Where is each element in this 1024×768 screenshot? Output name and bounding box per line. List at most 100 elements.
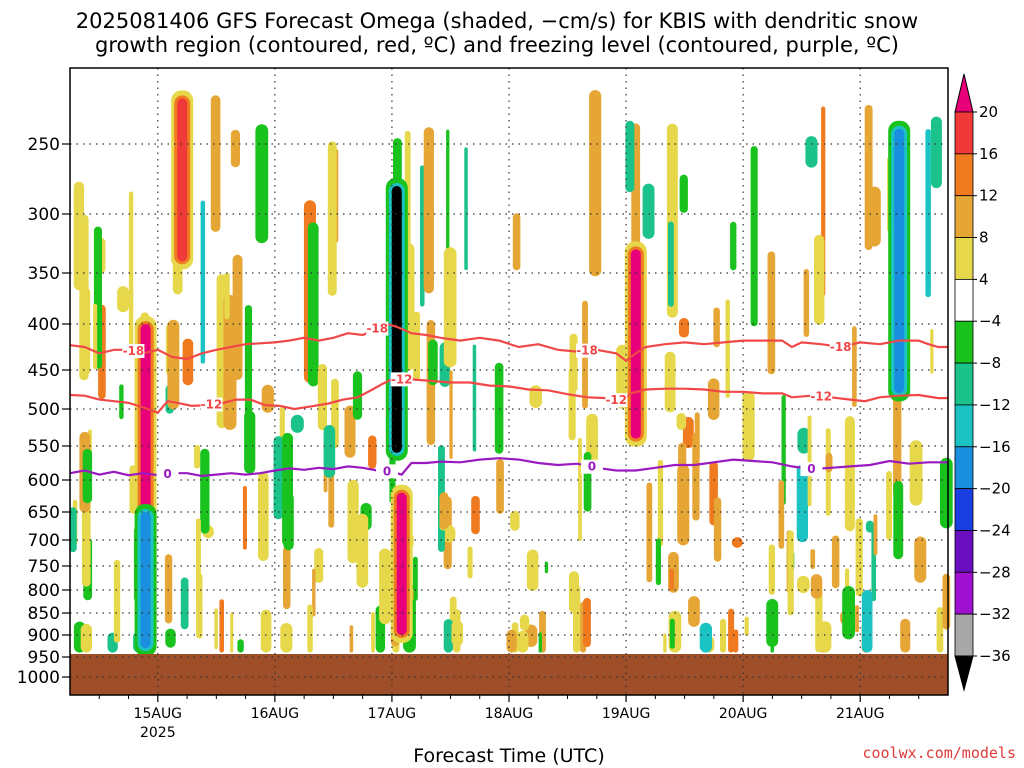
colorbar-label: −8 xyxy=(979,354,1001,372)
omega-cell xyxy=(273,436,284,520)
x-axis-label: Forecast Time (UTC) xyxy=(413,745,604,767)
isotherm-label-bg xyxy=(122,343,145,358)
omega-cell xyxy=(80,287,91,376)
omega-cell xyxy=(255,124,269,244)
omega-cell xyxy=(167,319,180,410)
omega-cell xyxy=(646,482,653,583)
omega-cell xyxy=(873,514,878,556)
colorbar-label: −24 xyxy=(979,521,1011,539)
isotherm-0C-line xyxy=(69,457,948,478)
colorbar-label: 4 xyxy=(979,270,989,288)
omega-cell xyxy=(128,191,134,355)
x-tick-label: 21AUG xyxy=(836,706,885,722)
y-tick-label: 850 xyxy=(28,604,60,624)
isotherm-label-bg xyxy=(580,459,603,474)
omega-cell xyxy=(787,530,794,616)
colorbar-segment xyxy=(954,362,974,406)
isotherm-label: -12 xyxy=(391,372,413,386)
omega-cell xyxy=(182,338,194,386)
omega-cell xyxy=(307,222,319,387)
omega-cell xyxy=(750,146,758,327)
omega-cell xyxy=(237,639,244,653)
omega-cell xyxy=(893,480,904,560)
omega-cell xyxy=(282,432,293,547)
omega-cell xyxy=(810,549,816,569)
y-axis: 2503003504004505005506006507007508008509… xyxy=(17,135,70,688)
y-tick-label: 250 xyxy=(28,135,60,155)
omega-cell xyxy=(472,344,477,452)
y-tick-label: 400 xyxy=(28,315,60,335)
omega-cell xyxy=(494,362,504,454)
omega-cell xyxy=(663,633,667,653)
gridlines xyxy=(70,68,948,695)
omega-cell xyxy=(803,269,810,337)
isotherm-label: 0 xyxy=(588,460,596,474)
colorbar-label: 20 xyxy=(979,103,998,121)
omega-cell xyxy=(778,480,785,549)
omega-cell xyxy=(797,427,811,454)
omega-cell xyxy=(694,412,700,462)
y-tick-label: 300 xyxy=(28,205,60,225)
omega-cell xyxy=(214,608,218,650)
omega-cell xyxy=(194,445,201,469)
omega-cell xyxy=(925,129,931,298)
y-tick-label: 450 xyxy=(28,361,60,381)
omega-cell xyxy=(538,632,542,653)
omega-cell xyxy=(810,574,823,599)
omega-feature-core xyxy=(140,512,151,649)
isotherm-label-bg xyxy=(810,389,833,404)
omega-cell xyxy=(165,628,176,648)
omega-cell xyxy=(307,604,313,653)
omega-cell xyxy=(678,318,689,338)
omega-cell xyxy=(861,590,873,653)
omega-cell xyxy=(699,622,712,653)
omega-cell xyxy=(868,186,881,247)
isotherm-label: 0 xyxy=(383,464,391,478)
omega-cell xyxy=(893,378,902,497)
credit-text: coolwx.com/models xyxy=(862,744,1016,762)
x-tick-label: 18AUG xyxy=(485,706,534,722)
omega-cell xyxy=(713,497,722,562)
omega-cell xyxy=(195,518,201,608)
isotherm-label: -18 xyxy=(366,322,388,336)
omega-cell xyxy=(317,363,327,431)
omega-cell xyxy=(818,621,832,653)
omega-cell xyxy=(210,95,221,232)
omega-cell xyxy=(223,294,237,430)
y-tick-label: 900 xyxy=(28,626,60,646)
omega-cell xyxy=(909,440,923,506)
omega-cell xyxy=(413,311,421,381)
colorbar-segment xyxy=(954,320,974,364)
omega-cell xyxy=(420,165,425,307)
x-tick-label: 16AUG xyxy=(251,706,300,722)
omega-feature-core xyxy=(396,492,407,635)
isotherm-label-bg xyxy=(576,343,599,358)
omega-cell xyxy=(544,561,549,574)
omega-cell xyxy=(451,620,464,647)
isotherm-label-bg xyxy=(156,466,179,481)
omega-cell xyxy=(930,116,942,189)
isotherm-label-bg xyxy=(605,393,628,408)
colorbar-bottom-arrow xyxy=(954,655,974,692)
colorbar-label: −4 xyxy=(979,312,1001,330)
omega-cell xyxy=(781,395,786,505)
omega-cell xyxy=(356,513,369,588)
colorbar-segment xyxy=(954,530,974,573)
omega-cell xyxy=(852,326,857,407)
omega-cell xyxy=(164,554,173,624)
omega-cell xyxy=(290,414,304,433)
omega-cell xyxy=(713,307,720,348)
omega-cell xyxy=(258,471,269,561)
omega-cell xyxy=(314,548,324,583)
omega-cell xyxy=(312,568,316,617)
omega-cell xyxy=(506,629,517,653)
colorbar-label: −16 xyxy=(979,438,1011,456)
colorbar-segment xyxy=(954,278,974,322)
omega-cell xyxy=(69,507,77,553)
colorbar-label: −36 xyxy=(979,647,1011,665)
omega-cell xyxy=(471,495,480,535)
omega-cell xyxy=(242,486,247,550)
omega-cell xyxy=(583,597,591,648)
y-tick-label: 700 xyxy=(28,531,60,551)
